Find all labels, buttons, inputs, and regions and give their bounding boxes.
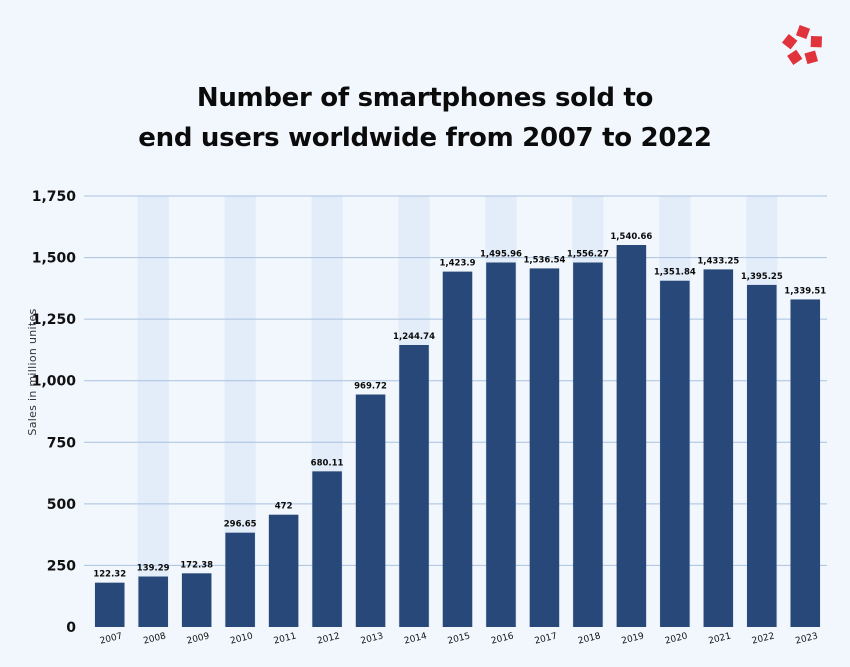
x-tick-label: 2014 <box>403 631 428 646</box>
y-tick-label: 1,750 <box>32 189 77 205</box>
y-axis-label: Sales in million unites <box>26 308 39 435</box>
x-tick-label: 2008 <box>142 631 167 646</box>
x-tick-label: 2007 <box>99 631 124 646</box>
x-tick-label: 2017 <box>534 631 559 646</box>
bar <box>573 262 603 627</box>
column-band <box>138 196 169 627</box>
data-label: 969.72 <box>354 382 387 392</box>
data-label: 472 <box>275 502 293 512</box>
x-tick-label: 2023 <box>794 631 819 646</box>
bar <box>790 299 820 627</box>
x-tick-label: 2012 <box>316 631 341 646</box>
x-tick-label: 2019 <box>621 631 646 646</box>
data-label: 1,339.51 <box>784 286 826 296</box>
data-label: 122.32 <box>93 570 126 580</box>
bar <box>312 471 342 627</box>
bar <box>182 573 212 627</box>
x-tick-label: 2018 <box>577 631 602 646</box>
data-label: 1,556.27 <box>567 249 609 259</box>
x-tick-label: 2013 <box>360 631 385 646</box>
data-label: 1,536.54 <box>523 255 565 265</box>
data-label: 1,433.25 <box>697 256 739 266</box>
y-tick-label: 750 <box>47 435 76 451</box>
y-tick-label: 1,500 <box>32 251 77 267</box>
bar-chart: 122.32 139.29 172.38 296.65 472 680.11 969.72 1… <box>0 0 850 667</box>
data-label: 172.38 <box>180 560 213 570</box>
x-tick-label: 2011 <box>273 631 298 646</box>
bar <box>95 583 125 627</box>
y-tick-label: 500 <box>47 497 76 513</box>
x-axis-ticks: 2007 2008 2009 2010 2011 2012 2013 2014 2015 2016… <box>99 631 819 646</box>
x-tick-label: 2010 <box>229 631 254 646</box>
bar <box>660 281 690 627</box>
data-label: 680.11 <box>311 458 344 468</box>
data-label: 1,423.9 <box>439 259 475 269</box>
data-label: 1,395.25 <box>741 272 783 282</box>
bar <box>530 268 560 627</box>
bar <box>399 345 429 627</box>
bar <box>486 262 516 627</box>
x-tick-label: 2009 <box>186 631 211 646</box>
bar <box>443 272 473 627</box>
y-tick-label: 250 <box>47 558 76 574</box>
data-label: 296.65 <box>224 520 257 530</box>
data-label: 1,244.74 <box>393 332 435 342</box>
bar <box>269 515 299 627</box>
x-tick-label: 2016 <box>490 631 515 646</box>
bar <box>704 269 734 627</box>
bar <box>356 395 386 627</box>
bar <box>617 245 647 627</box>
bar <box>138 577 168 627</box>
x-tick-label: 2015 <box>447 631 472 646</box>
data-label: 1,495.96 <box>480 249 522 259</box>
bar <box>747 285 777 627</box>
data-label: 1,540.66 <box>610 232 652 242</box>
x-tick-label: 2020 <box>664 631 689 646</box>
chart-page: Number of smartphones sold to end users … <box>0 0 850 667</box>
x-tick-label: 2022 <box>751 631 776 646</box>
x-tick-label: 2021 <box>708 631 733 646</box>
data-label: 1,351.84 <box>654 268 696 278</box>
y-tick-label: 0 <box>66 620 76 636</box>
bar <box>225 533 255 627</box>
data-label: 139.29 <box>137 564 170 574</box>
